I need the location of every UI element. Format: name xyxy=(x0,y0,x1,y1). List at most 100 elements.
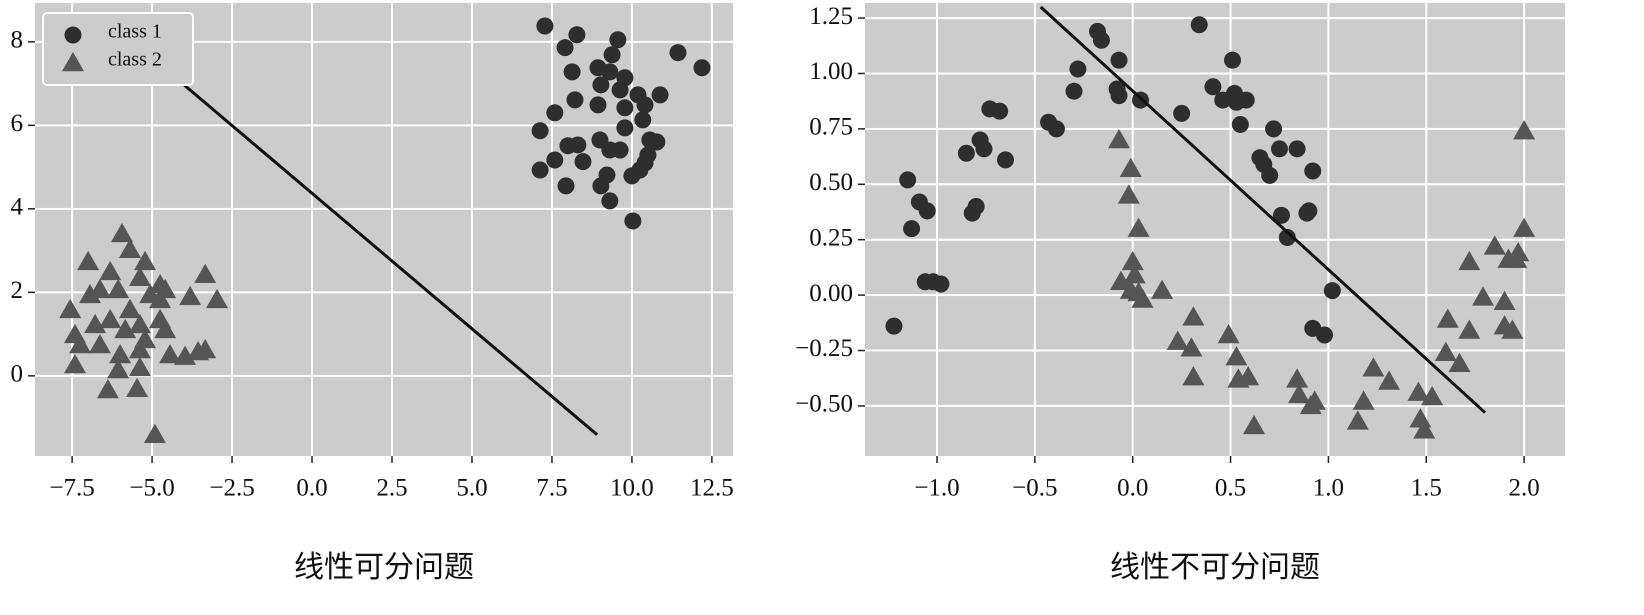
circle-point xyxy=(611,81,629,99)
circle-point xyxy=(1300,202,1318,220)
x-tick-label: 0.0 xyxy=(296,475,327,502)
triangle-point xyxy=(1501,319,1524,339)
subplot: −7.5 −5.0 −2.5 0.0 2.5 5.0 7.5 10.0 12.5 0 2 4 6 8 cla… xyxy=(11,3,734,584)
y-tick-label: 8 xyxy=(11,27,24,54)
x-tick-label: 2.5 xyxy=(376,475,407,502)
triangle-point xyxy=(99,308,122,329)
y-tick-label: 1.00 xyxy=(809,58,853,85)
circle-point xyxy=(1272,206,1290,224)
circle-point xyxy=(1270,140,1288,158)
triangle-point xyxy=(1182,366,1205,386)
circle-point xyxy=(559,137,577,155)
circle-point xyxy=(603,46,621,64)
circle-point xyxy=(601,63,619,81)
triangle-point xyxy=(1109,270,1132,291)
triangle-point xyxy=(179,285,202,306)
x-tick-label: −0.5 xyxy=(1012,475,1057,502)
triangle-point xyxy=(69,333,92,354)
circle-point xyxy=(967,197,985,215)
triangle-point xyxy=(1286,368,1309,388)
triangle-point xyxy=(109,343,132,364)
triangle-point xyxy=(1362,357,1385,377)
circle-point xyxy=(589,96,607,114)
triangle-point xyxy=(1483,235,1506,255)
circle-point xyxy=(1278,228,1296,246)
x-tick-label: 0.5 xyxy=(1215,475,1246,502)
circle-point xyxy=(669,44,687,62)
boundary-line xyxy=(144,50,599,436)
circle-point xyxy=(531,161,549,179)
triangle-point xyxy=(1303,390,1326,410)
triangle-point xyxy=(88,333,111,354)
circle-point xyxy=(616,99,634,117)
circle-point xyxy=(623,167,641,185)
circle-point xyxy=(531,122,549,140)
triangle-point xyxy=(1217,323,1240,344)
triangle-point xyxy=(119,298,142,319)
circle-point xyxy=(557,177,575,195)
y-tick-label: 0.50 xyxy=(809,169,853,196)
circle-point xyxy=(546,151,564,169)
y-tick-label: 6 xyxy=(11,110,24,137)
circle-point xyxy=(885,317,903,335)
circle-point xyxy=(601,192,619,210)
triangle-point xyxy=(1182,306,1205,326)
triangle-point xyxy=(143,423,166,443)
x-axis-label: 线性可分问题 xyxy=(294,551,474,584)
circle-point xyxy=(1231,115,1249,133)
triangle-point xyxy=(1507,241,1530,262)
circle-point xyxy=(997,151,1015,169)
circle-point xyxy=(563,63,581,81)
y-tick-label: −0.25 xyxy=(795,335,853,362)
triangle-point xyxy=(1119,157,1142,178)
triangle-point xyxy=(1458,250,1481,271)
triangle-point xyxy=(128,356,151,377)
triangle-point xyxy=(128,313,151,334)
triangle-point xyxy=(59,298,82,319)
y-tick-label: 2 xyxy=(11,277,24,304)
circle-point xyxy=(918,202,936,220)
triangle-point xyxy=(1413,419,1436,439)
circle-point xyxy=(1069,60,1087,78)
triangle-point xyxy=(158,343,181,364)
y-tick-label: 0.25 xyxy=(809,224,853,251)
circle-point xyxy=(1304,162,1322,180)
y-tick-label: 0.75 xyxy=(809,114,853,141)
x-tick-label: −2.5 xyxy=(209,475,254,502)
circle-point xyxy=(592,177,610,195)
triangle-point xyxy=(1131,288,1154,308)
x-tick-label: 7.5 xyxy=(536,475,567,502)
x-tick-label: −1.0 xyxy=(914,475,959,502)
triangle-point xyxy=(99,260,122,281)
x-tick-label: 1.0 xyxy=(1313,475,1344,502)
triangle-point xyxy=(1117,184,1140,204)
legend-label: class 2 xyxy=(108,49,162,71)
circle-point xyxy=(574,153,592,171)
triangle-point xyxy=(1108,128,1131,149)
y-tick-label: 0 xyxy=(11,361,24,388)
circle-point xyxy=(1190,16,1208,34)
triangle-point xyxy=(1225,346,1248,366)
triangle-point xyxy=(149,288,172,309)
triangle-point xyxy=(1448,352,1471,373)
triangle-point xyxy=(77,250,100,271)
circle-point xyxy=(1224,51,1242,69)
circle-point xyxy=(1315,326,1333,344)
triangle-point xyxy=(1513,120,1536,140)
circle-point xyxy=(592,76,610,94)
circle-point xyxy=(1173,104,1191,122)
circle-point xyxy=(624,212,642,230)
x-tick-label: −5.0 xyxy=(129,475,174,502)
x-tick-label: 12.5 xyxy=(690,475,734,502)
triangle-point xyxy=(1352,390,1375,410)
y-tick-label: 0.00 xyxy=(809,280,853,307)
triangle-point xyxy=(187,341,210,361)
triangle-point xyxy=(1434,341,1457,361)
triangle-point xyxy=(134,328,157,349)
triangle-point xyxy=(1513,217,1536,237)
triangle-point xyxy=(1458,319,1481,339)
x-tick-label: 10.0 xyxy=(610,475,654,502)
circle-point xyxy=(636,96,654,114)
triangle-point xyxy=(1127,217,1150,237)
